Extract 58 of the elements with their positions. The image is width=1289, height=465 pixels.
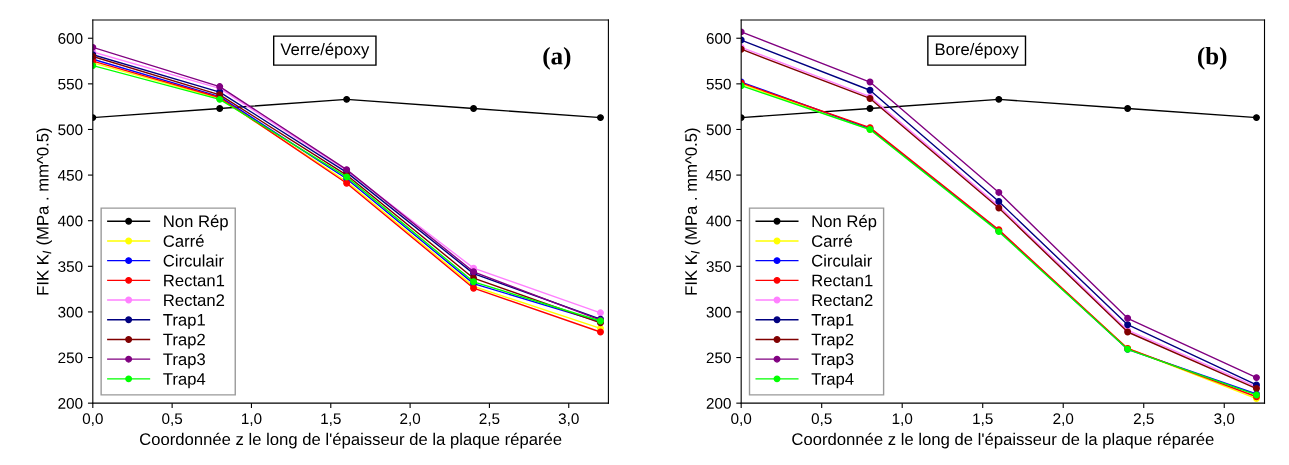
x-tick-label: 1,0 xyxy=(242,413,262,426)
legend-label: Carré xyxy=(163,234,204,247)
x-tick-label: 1,5 xyxy=(321,413,341,426)
y-tick-label: 200 xyxy=(58,398,83,409)
legend-label: Rectan2 xyxy=(812,294,873,307)
legend-label: Circulair xyxy=(163,254,224,267)
legend-label: Trap4 xyxy=(163,373,206,389)
y-tick-label: 450 xyxy=(706,169,731,181)
legend-label: Non Rép xyxy=(812,214,877,231)
y-tick-label: 300 xyxy=(58,306,83,318)
legend-label: Trap1 xyxy=(163,314,205,330)
x-tick-label: 1,5 xyxy=(973,413,993,426)
y-tick-label: 250 xyxy=(706,352,731,364)
legend-label: Carré xyxy=(812,234,853,247)
legend-label: Trap3 xyxy=(163,353,205,369)
y-tick-label: 400 xyxy=(706,215,731,227)
x-tick-label: 2,0 xyxy=(400,413,421,426)
annotation: (a) xyxy=(543,46,571,70)
x-tick-label: 0,5 xyxy=(811,413,832,426)
y-tick-label: 300 xyxy=(706,306,731,318)
x-tick-label: 0,0 xyxy=(82,413,103,426)
y-tick-label: 350 xyxy=(58,261,83,272)
y-tick-label: 200 xyxy=(706,398,731,409)
x-tick-label: 3,0 xyxy=(558,413,579,426)
x-tick-label: 2,5 xyxy=(1133,413,1154,426)
annotation: (b) xyxy=(1198,46,1227,70)
x-tick-label: 0,0 xyxy=(731,413,752,426)
y-tick-label: 350 xyxy=(706,261,731,272)
x-tick-label: 2,0 xyxy=(1053,413,1074,426)
y-tick-label: 400 xyxy=(57,215,83,227)
legend-label: Trap2 xyxy=(811,333,854,349)
legend-label: Rectan1 xyxy=(812,274,873,287)
legend-label: Trap2 xyxy=(163,333,205,349)
legend-label: Rectan1 xyxy=(164,274,225,287)
annotation: Bore/époxy xyxy=(935,42,1019,59)
legend-label: Trap1 xyxy=(811,314,854,330)
x-tick-label: 0,5 xyxy=(162,413,183,426)
y-tick-label: 250 xyxy=(58,352,83,364)
x-axis-title: Coordonnée z le long de l'épaisseur de la plaque réparée xyxy=(792,432,1214,449)
legend-label: Non Rép xyxy=(164,214,228,231)
y-tick-label: 600 xyxy=(706,33,731,44)
y-tick-label: 550 xyxy=(706,78,731,90)
y-axis-title: FIK K$_{I}$ (MPa . mm^0.5) xyxy=(684,128,701,295)
y-tick-label: 500 xyxy=(706,124,731,136)
x-axis-title: Coordonnée z le long de l'épaisseur de la plaque réparée xyxy=(140,432,562,449)
annotation: Verre/époxy xyxy=(280,42,370,59)
x-tick-label: 1,0 xyxy=(892,413,913,426)
y-tick-label: 500 xyxy=(58,124,83,136)
y-tick-label: 550 xyxy=(58,78,83,90)
legend-label: Rectan2 xyxy=(164,294,225,307)
x-tick-label: 2,5 xyxy=(479,413,500,426)
y-tick-label: 450 xyxy=(57,169,83,181)
legend-label: Trap4 xyxy=(811,373,854,389)
y-axis-title: FIK K$_{I}$ (MPa . mm^0.5) xyxy=(36,128,52,295)
legend-label: Circulair xyxy=(812,254,873,267)
legend-label: Trap3 xyxy=(811,353,854,369)
x-tick-label: 3,0 xyxy=(1214,413,1235,426)
y-tick-label: 600 xyxy=(58,33,83,44)
